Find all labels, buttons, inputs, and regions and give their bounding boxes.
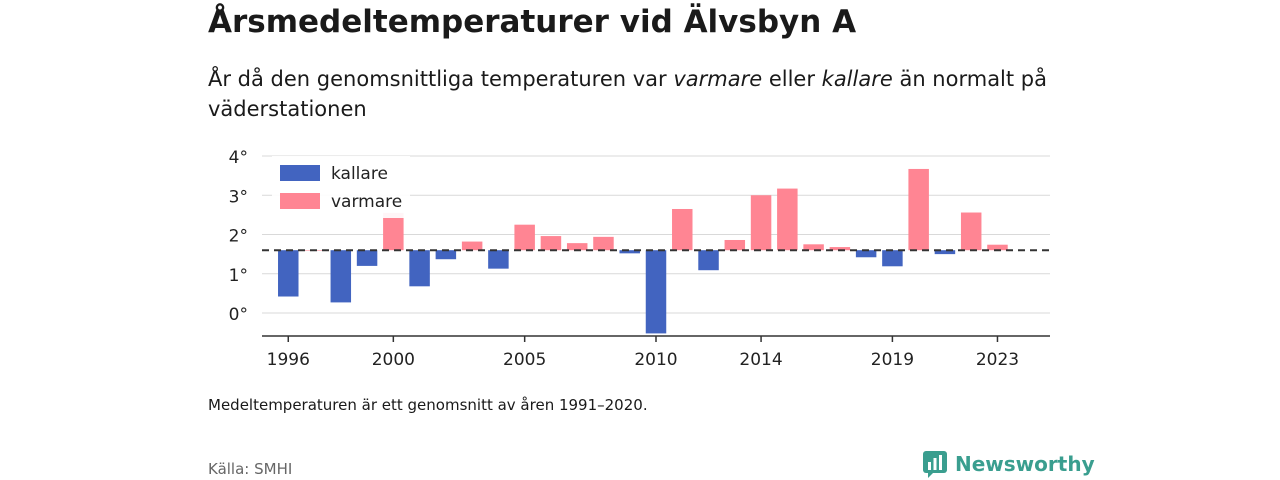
bar-2015 [777, 188, 798, 251]
bar-1998 [330, 250, 352, 303]
legend-swatch-kallare [280, 165, 320, 181]
y-tick-label: 3° [229, 187, 248, 207]
subtitle-part-3: än normalt på väderstationen [208, 67, 1047, 121]
bar-2018 [855, 250, 877, 258]
temperature-bar-chart: 0° 1° 2° 3° 4° 1996 2000 2005 2010 2014 2019 2023 ka… [229, 148, 1050, 370]
bar-2008 [593, 236, 614, 251]
legend-label-varmare: varmare [331, 192, 402, 212]
subtitle-word-warmer: varmare [673, 67, 763, 91]
bar-2022 [960, 212, 982, 251]
subtitle-part-1: År då den genomsnittliga temperaturen va… [208, 67, 674, 91]
bar-2014 [750, 195, 772, 251]
bar-2010 [645, 250, 667, 334]
bar-2002 [435, 250, 457, 260]
bar-2021 [934, 250, 956, 255]
bar-2020 [908, 168, 929, 251]
y-tick-label: 2° [229, 227, 248, 247]
y-tick-label: 0° [229, 305, 248, 325]
x-tick-label: 2014 [739, 350, 782, 370]
brand-name: Newsworthy [955, 452, 1095, 476]
bar-chart-speech-icon [923, 451, 947, 478]
legend-swatch-varmare [280, 193, 320, 209]
chart-note: Medeltemperaturen är ett genomsnitt av å… [208, 396, 648, 414]
bar-2004 [488, 250, 509, 269]
bar-2001 [409, 250, 430, 287]
chart-title: Årsmedeltemperaturer vid Älvsbyn A [208, 4, 857, 40]
bar-2023 [987, 244, 1008, 251]
bar-1999 [356, 250, 378, 266]
bar-2005 [514, 224, 535, 251]
x-tick-label: 1996 [267, 350, 310, 370]
bar-2013 [724, 239, 746, 251]
newsworthy-logo: Newsworthy [922, 450, 1095, 478]
x-tick-label: 2005 [503, 350, 546, 370]
legend-label-kallare: kallare [331, 164, 388, 184]
bar-2007 [566, 243, 588, 251]
bar-2006 [540, 236, 562, 251]
x-tick-label: 2023 [976, 350, 1019, 370]
subtitle-part-2: eller [762, 67, 822, 91]
bar-1996 [278, 250, 299, 297]
source-label: Källa: SMHI [208, 460, 293, 478]
bar-2012 [698, 250, 719, 271]
chart-subtitle: År då den genomsnittliga temperaturen va… [208, 64, 1078, 124]
bar-2009 [619, 250, 640, 254]
bar-2017 [829, 247, 851, 251]
bar-2011 [672, 208, 693, 251]
y-tick-label: 1° [229, 266, 248, 286]
x-tick-label: 2010 [634, 350, 677, 370]
y-tick-label: 4° [229, 148, 248, 168]
bar-2003 [461, 241, 483, 251]
x-tick-label: 2000 [372, 350, 415, 370]
subtitle-word-colder: kallare [821, 67, 893, 91]
x-tick-label: 2019 [871, 350, 914, 370]
bar-2016 [803, 244, 824, 251]
bar-2000 [383, 212, 404, 251]
bar-2019 [882, 250, 903, 267]
